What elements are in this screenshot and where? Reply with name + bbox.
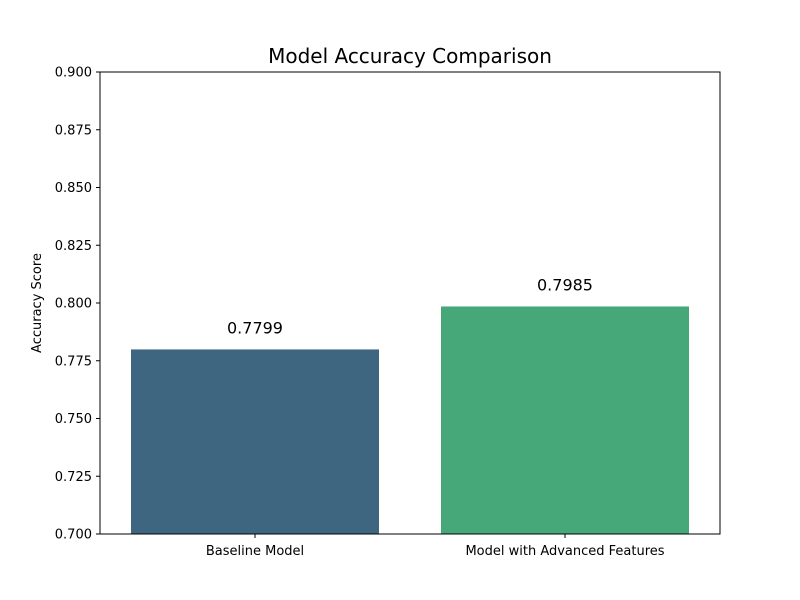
chart-title: Model Accuracy Comparison (268, 44, 552, 68)
y-axis-ticks: 0.700 0.725 0.750 0.775 0.800 0.825 0.850 0.875… (55, 66, 100, 543)
y-tick-label-2: 0.750 (55, 412, 92, 427)
x-tick-label-1: Model with Advanced Features (465, 544, 664, 559)
bar-0 (131, 349, 379, 534)
bar-value-labels: 0.7799 0.7985 (227, 275, 593, 337)
y-tick-label-7: 0.875 (55, 123, 92, 138)
y-tick-label-6: 0.850 (55, 181, 92, 196)
x-tick-label-0: Baseline Model (206, 544, 304, 559)
y-axis-title: Accuracy Score (30, 253, 45, 353)
y-tick-label-0: 0.700 (55, 528, 92, 543)
y-tick-label-3: 0.775 (55, 354, 92, 369)
y-tick-label-4: 0.800 (55, 297, 92, 312)
y-tick-label-5: 0.825 (55, 239, 92, 254)
bars-group (131, 306, 689, 534)
y-tick-label-8: 0.900 (55, 66, 92, 81)
x-axis-ticks: Baseline Model Model with Advanced Featur… (206, 534, 665, 559)
bar-value-label-0: 0.7799 (227, 318, 283, 337)
plot-frame (99, 71, 721, 535)
bar-value-label-1: 0.7985 (537, 275, 593, 294)
bar-1 (441, 306, 689, 534)
y-tick-label-1: 0.725 (55, 470, 92, 485)
